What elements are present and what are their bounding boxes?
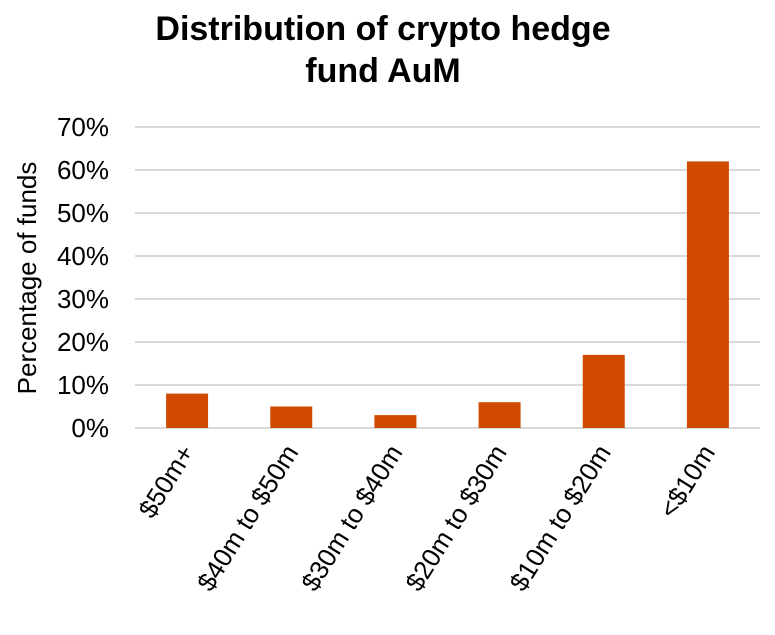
x-tick-label: $30m to $40m — [295, 439, 409, 596]
y-tick-labels: 0% 10% 20% 30% 40% 50% 60% 70% — [57, 112, 109, 443]
y-tick-label: 70% — [57, 112, 109, 142]
x-tick-label: $10m to $20m — [503, 439, 617, 596]
bar — [374, 415, 417, 428]
chart-title-line-1: Distribution of crypto hedge — [155, 10, 610, 48]
bar — [478, 402, 521, 428]
x-tick-label: $20m to $30m — [399, 439, 513, 596]
x-tick-label: $50m+ — [132, 439, 200, 523]
y-tick-label: 10% — [57, 370, 109, 400]
bar — [166, 393, 209, 428]
x-tick-labels: $50m+$40m to $50m$30m to $40m$20m to $30… — [132, 439, 721, 596]
chart-title-line-2: fund AuM — [305, 52, 460, 90]
bar — [686, 161, 729, 428]
gridlines — [135, 126, 760, 429]
bar — [582, 354, 625, 428]
bars — [166, 161, 729, 428]
y-axis-label: Percentage of funds — [12, 162, 42, 395]
y-tick-label: 20% — [57, 327, 109, 357]
x-tick-label: <$10m — [653, 439, 721, 523]
y-tick-label: 60% — [57, 155, 109, 185]
y-tick-label: 30% — [57, 284, 109, 314]
y-tick-label: 0% — [71, 413, 109, 443]
x-tick-label: $40m to $50m — [191, 439, 305, 596]
bar — [270, 406, 313, 428]
y-tick-label: 40% — [57, 241, 109, 271]
y-tick-label: 50% — [57, 198, 109, 228]
